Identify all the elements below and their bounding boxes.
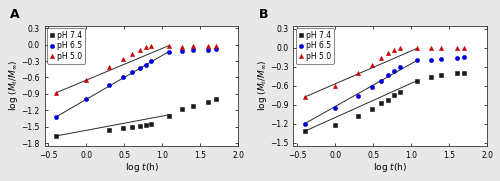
- pH 6.5: [454, 57, 460, 59]
- pH 5.0: [120, 58, 126, 60]
- pH 7.4: [386, 98, 392, 101]
- pH 6.5: [368, 86, 374, 88]
- pH 5.0: [428, 47, 434, 49]
- pH 7.4: [396, 91, 402, 93]
- pH 7.4: [106, 129, 112, 132]
- pH 7.4: [179, 108, 185, 110]
- pH 7.4: [142, 124, 148, 126]
- pH 5.0: [368, 64, 374, 66]
- Y-axis label: log ($M_t$/$M_\infty$): log ($M_t$/$M_\infty$): [7, 60, 20, 111]
- pH 5.0: [148, 45, 154, 47]
- pH 7.4: [332, 124, 338, 126]
- pH 5.0: [106, 66, 112, 68]
- pH 5.0: [355, 72, 361, 74]
- pH 6.5: [136, 67, 142, 69]
- Line: pH 6.5: pH 6.5: [302, 55, 466, 126]
- pH 5.0: [378, 57, 384, 60]
- pH 5.0: [414, 47, 420, 49]
- pH 7.4: [438, 74, 444, 76]
- pH 6.5: [392, 70, 398, 72]
- pH 5.0: [454, 47, 460, 49]
- pH 6.5: [462, 56, 468, 58]
- pH 5.0: [212, 45, 218, 47]
- pH 7.4: [462, 72, 468, 74]
- pH 6.5: [148, 60, 154, 62]
- pH 6.5: [386, 74, 392, 76]
- pH 7.4: [190, 105, 196, 108]
- pH 6.5: [438, 58, 444, 60]
- pH 7.4: [428, 76, 434, 78]
- pH 6.5: [120, 76, 126, 79]
- pH 6.5: [166, 51, 172, 53]
- Text: A: A: [10, 8, 20, 21]
- Line: pH 5.0: pH 5.0: [54, 44, 218, 95]
- Line: pH 7.4: pH 7.4: [54, 97, 218, 138]
- pH 6.5: [212, 48, 218, 50]
- pH 5.0: [179, 46, 185, 49]
- pH 5.0: [166, 45, 172, 47]
- pH 5.0: [190, 45, 196, 47]
- pH 7.4: [302, 130, 308, 132]
- pH 5.0: [205, 45, 211, 47]
- pH 5.0: [142, 46, 148, 49]
- pH 6.5: [302, 123, 308, 125]
- pH 6.5: [428, 59, 434, 61]
- pH 7.4: [136, 125, 142, 127]
- pH 7.4: [212, 98, 218, 100]
- pH 7.4: [120, 127, 126, 129]
- pH 7.4: [129, 126, 135, 128]
- pH 6.5: [414, 59, 420, 61]
- pH 7.4: [378, 102, 384, 104]
- pH 7.4: [355, 115, 361, 117]
- X-axis label: log $t$(h): log $t$(h): [124, 161, 158, 174]
- Line: pH 6.5: pH 6.5: [54, 47, 218, 119]
- pH 7.4: [392, 94, 398, 96]
- pH 6.5: [332, 107, 338, 109]
- pH 7.4: [148, 123, 154, 126]
- pH 5.0: [392, 49, 398, 51]
- pH 6.5: [355, 95, 361, 98]
- pH 5.0: [136, 49, 142, 51]
- pH 5.0: [53, 92, 59, 94]
- pH 5.0: [332, 85, 338, 87]
- pH 6.5: [396, 66, 402, 68]
- pH 7.4: [368, 108, 374, 110]
- pH 6.5: [205, 49, 211, 51]
- pH 7.4: [454, 72, 460, 74]
- pH 6.5: [84, 98, 89, 100]
- pH 6.5: [179, 50, 185, 52]
- X-axis label: log $t$(h): log $t$(h): [373, 161, 407, 174]
- Line: pH 7.4: pH 7.4: [302, 71, 466, 133]
- Text: B: B: [258, 8, 268, 21]
- pH 6.5: [378, 79, 384, 82]
- pH 6.5: [106, 84, 112, 86]
- pH 7.4: [205, 101, 211, 103]
- pH 5.0: [396, 47, 402, 49]
- pH 5.0: [302, 96, 308, 98]
- pH 5.0: [386, 52, 392, 54]
- pH 6.5: [129, 71, 135, 73]
- pH 5.0: [129, 53, 135, 55]
- pH 5.0: [462, 47, 468, 49]
- pH 5.0: [438, 47, 444, 49]
- Legend: pH 7.4, pH 6.5, pH 5.0: pH 7.4, pH 6.5, pH 5.0: [296, 28, 334, 64]
- pH 7.4: [53, 135, 59, 137]
- pH 6.5: [53, 116, 59, 118]
- pH 5.0: [84, 79, 89, 81]
- Legend: pH 7.4, pH 6.5, pH 5.0: pH 7.4, pH 6.5, pH 5.0: [47, 28, 85, 64]
- pH 7.4: [414, 79, 420, 82]
- pH 6.5: [190, 49, 196, 51]
- Y-axis label: log ($M_t$/$M_\infty$): log ($M_t$/$M_\infty$): [256, 60, 268, 111]
- Line: pH 5.0: pH 5.0: [302, 46, 466, 99]
- pH 6.5: [142, 64, 148, 66]
- pH 7.4: [166, 115, 172, 117]
